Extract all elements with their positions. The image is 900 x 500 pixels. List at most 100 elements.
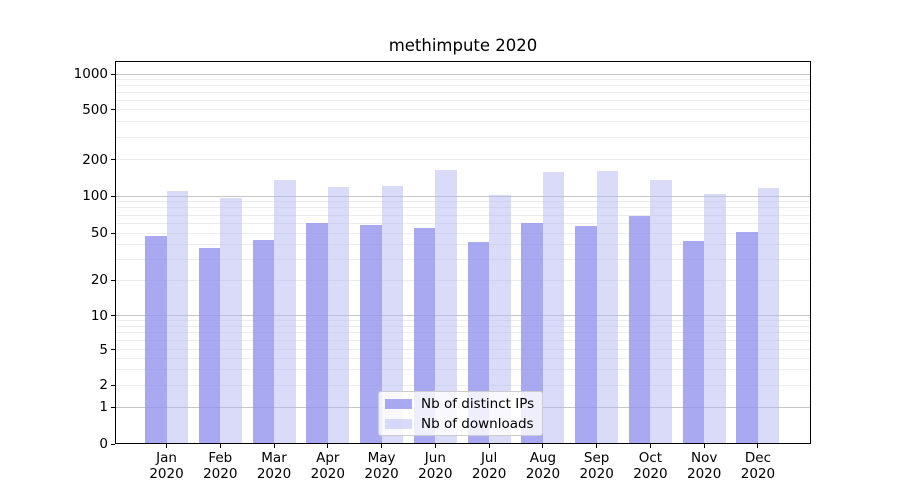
y-tick-mark [111, 159, 115, 160]
gridline-major-10 [115, 315, 811, 316]
x-tick-mark [219, 444, 221, 448]
gridline-minor-3 [115, 368, 811, 370]
legend-item-downloads: Nb of downloads [385, 416, 536, 432]
y-tick-mark [111, 73, 115, 75]
y-tick-mark [111, 232, 115, 234]
gridline-minor-800 [115, 84, 811, 86]
x-tick-label-nov: Nov 2020 [687, 450, 722, 482]
bar-ips-dec [736, 231, 758, 444]
y-tick-label-50: 50 [90, 225, 108, 241]
x-tick-mark [649, 444, 651, 448]
gridline-minor-300 [115, 136, 811, 138]
x-tick-mark [381, 444, 383, 448]
gridline-minor-8 [115, 325, 811, 327]
bar-downloads-apr [327, 186, 350, 444]
legend: Nb of distinct IPs Nb of downloads [378, 391, 543, 436]
bar-ips-jan [145, 236, 167, 444]
bar-ips-jun [413, 227, 436, 444]
x-tick-label-oct: Oct 2020 [633, 450, 668, 482]
gridline-major-1000 [115, 73, 811, 75]
bar-downloads-jun [435, 169, 457, 444]
bar-ips-aug [521, 223, 543, 444]
x-tick-mark [434, 444, 436, 448]
x-tick-label-mar: Mar 2020 [256, 450, 292, 482]
bar-downloads-jul [489, 195, 511, 444]
x-tick-label-may: May 2020 [364, 450, 399, 482]
legend-swatch-distinct-ips [385, 398, 412, 409]
gridline-minor-900 [115, 78, 811, 80]
x-tick-label-jul: Jul 2020 [471, 450, 507, 482]
gridline-minor-60 [115, 222, 811, 224]
gridline-minor-200 [115, 159, 811, 160]
bar-downloads-feb [220, 198, 242, 444]
legend-swatch-downloads [385, 418, 412, 429]
gridline-minor-70 [115, 214, 811, 216]
x-tick-label-dec: Dec 2020 [740, 450, 776, 482]
bar-downloads-jan [166, 190, 188, 444]
y-tick-mark [111, 349, 115, 350]
y-tick-label-0: 0 [99, 436, 108, 452]
x-tick-mark [703, 444, 705, 448]
x-tick-label-apr: Apr 2020 [310, 450, 345, 482]
bar-ips-apr [306, 223, 328, 444]
gridline-minor-400 [115, 121, 811, 123]
x-tick-label-jan: Jan 2020 [149, 450, 184, 482]
y-tick-label-20: 20 [90, 272, 108, 288]
gridline-minor-9 [115, 320, 811, 322]
x-tick-mark [327, 444, 329, 448]
bar-ips-may [360, 225, 382, 444]
y-tick-label-100: 100 [82, 188, 108, 204]
x-tick-mark [488, 444, 490, 448]
x-tick-label-jun: Jun 2020 [418, 450, 453, 482]
gridline-minor-90 [115, 201, 811, 203]
x-tick-mark [542, 444, 544, 448]
x-tick-label-sep: Sep 2020 [579, 450, 614, 482]
gridline-minor-20 [115, 279, 811, 281]
bar-ips-feb [198, 248, 221, 444]
legend-label: Nb of downloads [421, 415, 534, 432]
y-tick-label-1000: 1000 [73, 66, 108, 82]
y-tick-mark [111, 406, 115, 408]
bar-downloads-may [381, 185, 404, 444]
x-tick-mark [757, 444, 759, 448]
chart-title: methimpute 2020 [388, 36, 538, 55]
bar-downloads-oct [650, 179, 672, 444]
gridline-minor-6 [115, 340, 811, 342]
y-tick-label-500: 500 [82, 101, 108, 118]
x-tick-mark [273, 444, 275, 448]
y-tick-mark [111, 279, 115, 281]
bar-downloads-mar [274, 180, 296, 444]
bar-ips-mar [252, 239, 275, 444]
bar-ips-nov [682, 240, 705, 444]
y-tick-label-5: 5 [99, 341, 108, 358]
x-tick-label-feb: Feb 2020 [203, 450, 238, 482]
bar-downloads-aug [542, 171, 565, 444]
bar-ips-oct [628, 215, 651, 444]
y-tick-mark [111, 315, 115, 316]
y-tick-label-200: 200 [82, 151, 108, 168]
plot-area [115, 61, 811, 444]
y-tick-label-2: 2 [99, 377, 108, 393]
legend-item-distinct-ips: Nb of distinct IPs [385, 396, 536, 412]
gridline-minor-80 [115, 207, 811, 209]
bar-downloads-nov [704, 194, 726, 444]
gridline-minor-500 [115, 109, 811, 110]
gridline-minor-600 [115, 99, 811, 101]
gridline-minor-5 [115, 349, 811, 350]
gridline-minor-2 [115, 384, 811, 386]
legend-label: Nb of distinct IPs [421, 395, 535, 412]
gridline-minor-700 [115, 91, 811, 93]
gridline-minor-50 [115, 232, 811, 234]
gridline-minor-4 [115, 357, 811, 359]
y-tick-label-10: 10 [90, 307, 108, 324]
gridline-minor-30 [115, 258, 811, 260]
y-tick-mark [111, 195, 115, 197]
x-tick-label-aug: Aug 2020 [525, 450, 561, 482]
gridline-minor-7 [115, 332, 811, 334]
y-tick-mark [111, 384, 115, 386]
x-tick-mark [596, 444, 598, 448]
gridline-minor-40 [115, 243, 811, 245]
bar-ips-sep [575, 226, 597, 444]
y-tick-label-1: 1 [99, 399, 108, 415]
